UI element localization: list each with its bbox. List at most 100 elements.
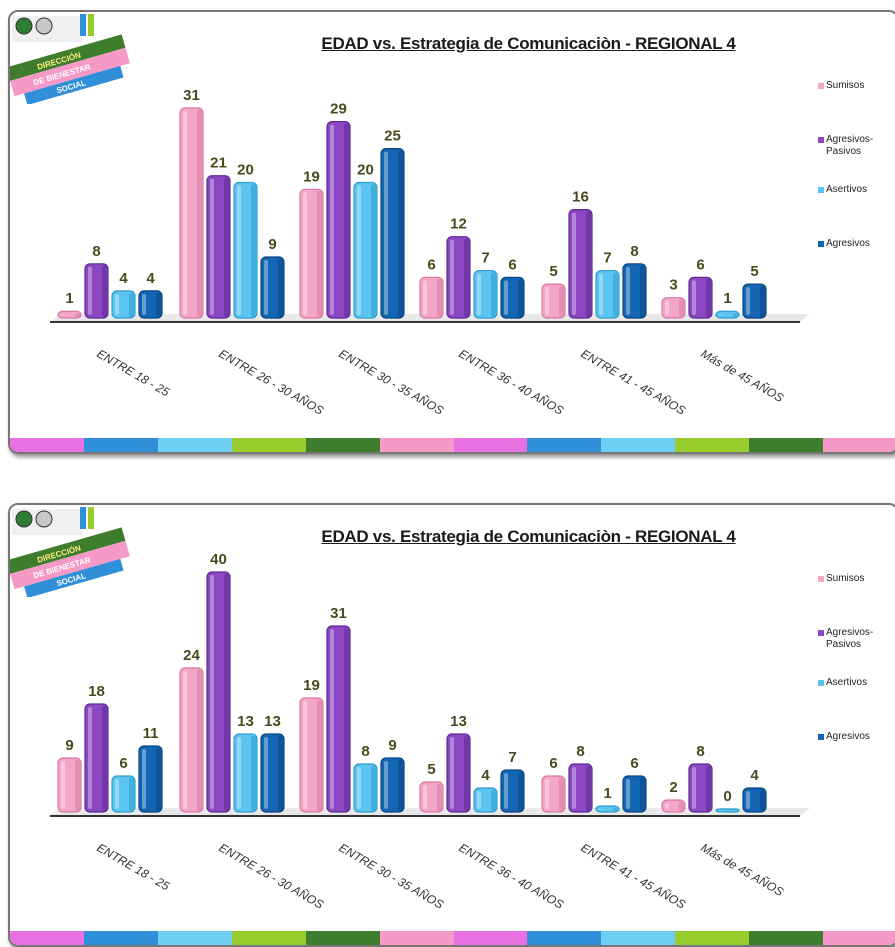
data-label: 40 [210, 551, 227, 568]
bar [111, 775, 136, 813]
data-label: 4 [481, 767, 490, 784]
stripe-segment [823, 438, 895, 452]
chart-title: EDAD vs. Estrategia de Comunicaciòn - RE… [321, 527, 736, 546]
legend-swatch [818, 187, 824, 193]
data-label: 5 [549, 263, 557, 280]
data-label: 5 [750, 263, 758, 280]
data-label: 2 [669, 779, 677, 796]
stripe-segment [10, 931, 84, 945]
data-label: 1 [723, 290, 731, 307]
bar [500, 769, 525, 813]
bar [568, 209, 593, 319]
data-label: 13 [264, 713, 281, 730]
category-label: ENTRE 26 - 30 AÑOS [217, 840, 326, 911]
legend-label: Asertivos [826, 184, 868, 195]
data-label: 6 [427, 256, 435, 273]
data-label: 0 [723, 788, 731, 805]
stripe-segment [675, 931, 750, 945]
legend-label: Asertivos [826, 677, 868, 688]
category-label: ENTRE 41 - 45 AÑOS [579, 840, 688, 911]
legend-swatch [818, 241, 824, 247]
chart-panel-2: DIRECCIÓN DE BIENESTAR SOCIAL EDAD vs. E… [8, 503, 895, 947]
data-label: 13 [450, 713, 467, 730]
chart-title: EDAD vs. Estrategia de Comunicaciòn - RE… [321, 34, 736, 53]
legend-swatch [818, 734, 824, 740]
stripe-segment [749, 931, 824, 945]
logo-badge: DIRECCIÓN DE BIENESTAR SOCIAL [10, 505, 145, 597]
stripe-segment [601, 438, 676, 452]
stripe-segment [305, 438, 380, 452]
bar [206, 571, 231, 813]
stripe-segment [379, 438, 454, 452]
bar [622, 263, 647, 319]
bar [473, 787, 498, 813]
legend-item: Asertivos [818, 677, 895, 689]
data-label: 3 [669, 277, 677, 294]
legend-swatch [818, 630, 824, 636]
legend-item: Agresivos-Pasivos [818, 627, 895, 651]
legend-swatch [818, 576, 824, 582]
seal-icon [35, 510, 53, 528]
data-label: 4 [119, 270, 128, 287]
legend-label: Agresivos-Pasivos [826, 134, 874, 157]
data-label: 9 [388, 737, 396, 754]
bar [111, 290, 136, 319]
bar [419, 276, 444, 319]
data-label: 8 [696, 743, 704, 760]
bar [179, 667, 204, 813]
bar [595, 805, 620, 813]
legend-item: Agresivos [818, 731, 895, 743]
bar [138, 290, 163, 319]
data-label: 7 [508, 749, 516, 766]
data-label: 4 [750, 767, 759, 784]
data-label: 20 [237, 162, 254, 179]
data-label: 1 [603, 785, 611, 802]
logo-badge: DIRECCIÓN DE BIENESTAR SOCIAL [10, 12, 145, 104]
bar [84, 703, 109, 813]
bar [541, 283, 566, 319]
data-label: 31 [183, 87, 200, 104]
stripe-segment [823, 931, 895, 945]
bar [688, 763, 713, 813]
data-label: 8 [576, 743, 584, 760]
data-label: 19 [303, 677, 320, 694]
legend-item: Agresivos-Pasivos [818, 134, 895, 158]
stripe-segment [527, 931, 602, 945]
category-label: ENTRE 36 - 40 AÑOS [457, 840, 566, 911]
bar [661, 799, 686, 813]
bar [715, 310, 740, 319]
bar [742, 787, 767, 813]
bar [622, 775, 647, 813]
category-label: ENTRE 26 - 30 AÑOS [217, 346, 326, 417]
legend-swatch [818, 680, 824, 686]
bar [138, 745, 163, 813]
stripe-segment [83, 438, 158, 452]
bar [446, 733, 471, 813]
bar [380, 757, 405, 813]
data-label: 6 [508, 256, 516, 273]
legend-label: Agresivos [826, 238, 870, 249]
decorative-stripe [10, 931, 895, 945]
bar [353, 181, 378, 319]
data-label: 8 [361, 743, 369, 760]
chart-panel-1: DIRECCIÓN DE BIENESTAR SOCIAL EDAD vs. E… [8, 10, 895, 454]
data-label: 5 [427, 761, 435, 778]
stripe-segment [675, 438, 750, 452]
stripe-segment [10, 438, 84, 452]
data-label: 6 [119, 755, 127, 772]
seal-icon [35, 17, 53, 35]
bar [206, 175, 231, 319]
legend-item: Sumisos [818, 80, 895, 92]
bar [568, 763, 593, 813]
data-label: 6 [696, 256, 704, 273]
stripe-segment [157, 438, 232, 452]
stripe-segment [157, 931, 232, 945]
legend-swatch [818, 137, 824, 143]
data-label: 18 [88, 683, 105, 700]
category-label: ENTRE 41 - 45 AÑOS [579, 346, 688, 417]
bar [595, 269, 620, 319]
bar [326, 120, 351, 319]
bar [500, 276, 525, 319]
bar [473, 269, 498, 319]
